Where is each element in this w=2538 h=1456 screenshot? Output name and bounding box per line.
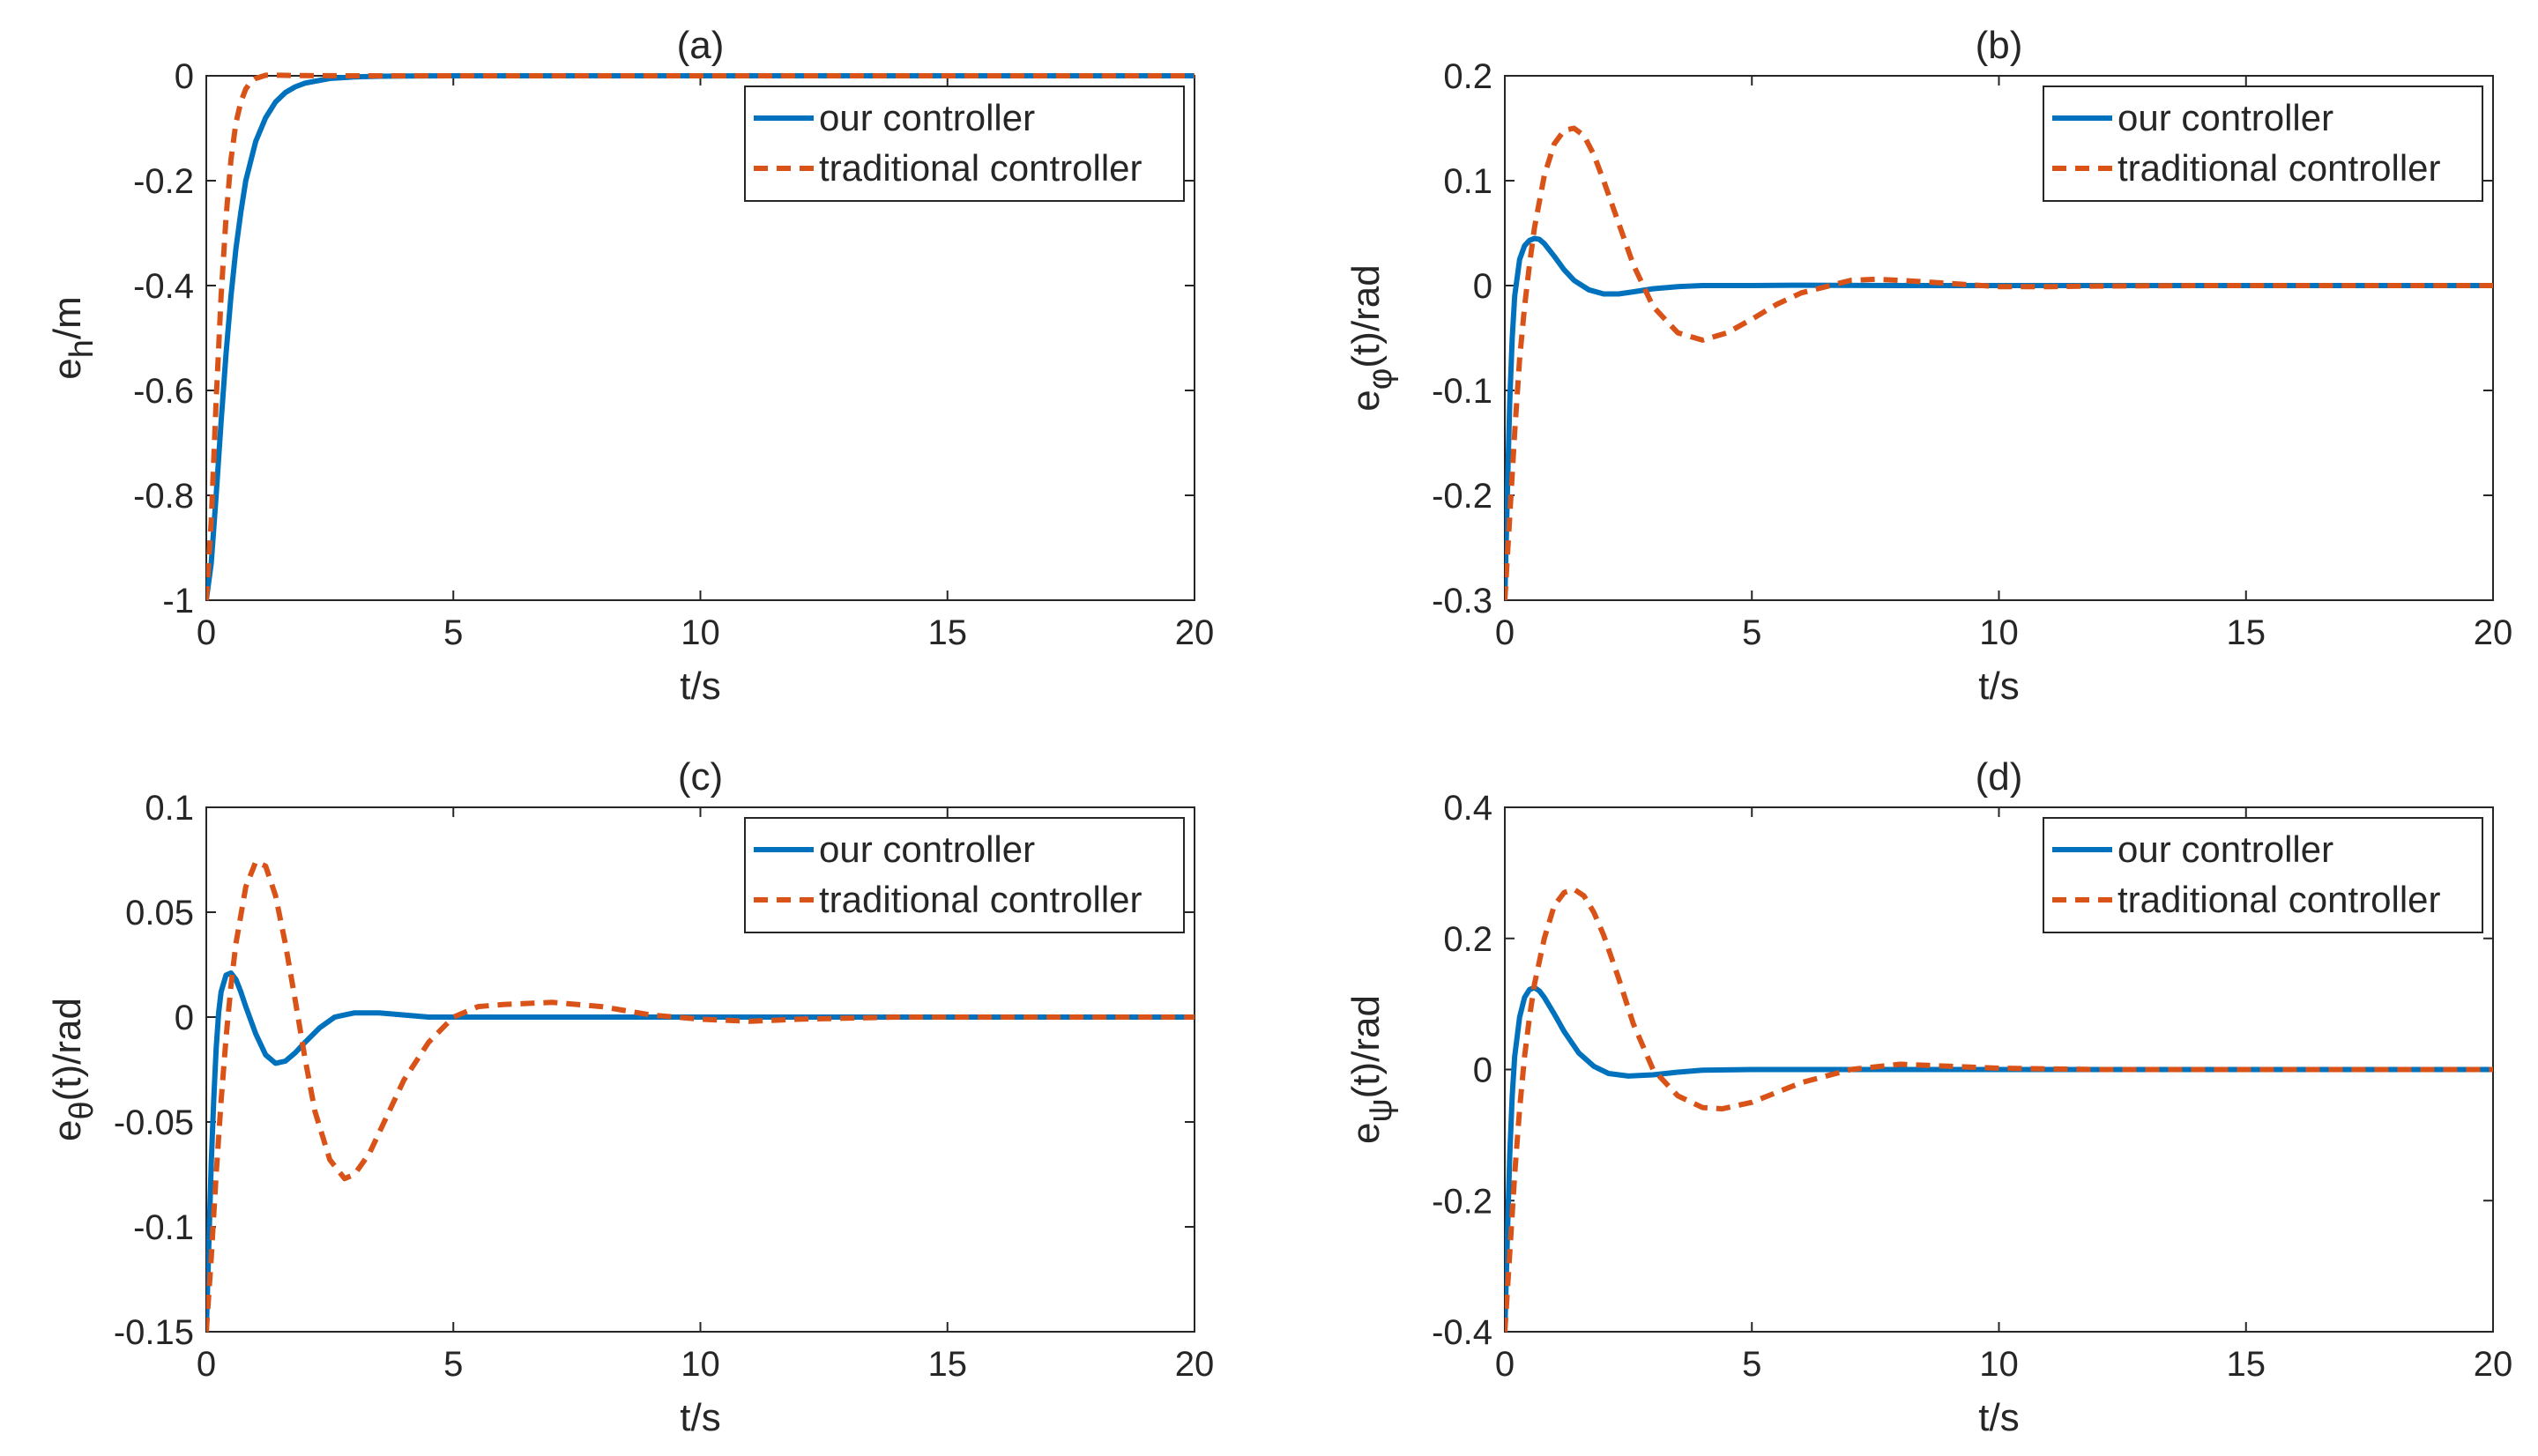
x-tick-label: 0 [1495, 613, 1515, 652]
y-axis-label-subscript: ψ [1362, 1098, 1399, 1122]
y-tick-label: -0.2 [1432, 477, 1492, 516]
x-tick-label: 15 [2227, 1345, 2266, 1384]
x-tick-label: 20 [1175, 1345, 1215, 1384]
y-tick-label: -0.1 [133, 1208, 194, 1247]
y-tick-label: -0.2 [133, 162, 194, 201]
x-axis-label: t/s [1978, 1396, 2019, 1439]
y-axis-label: eθ(t)/rad [46, 998, 100, 1141]
y-tick-label: 0.4 [1443, 789, 1492, 828]
chart-title-d: (d) [1976, 755, 2023, 799]
legend-box [2043, 817, 2483, 933]
y-tick-label: -0.4 [133, 267, 194, 306]
panel-c: 0 5 10 15 20 -0.15 -0.1 -0.05 0 0.05 0.1 (c) t/s eθ(t… [46, 755, 1214, 1439]
y-tick-label: 0 [1473, 267, 1492, 306]
x-tick-label: 20 [2474, 1345, 2513, 1384]
y-axis-label: eψ(t)/rad [1344, 995, 1399, 1144]
y-tick-label: -0.15 [114, 1313, 194, 1352]
y-axis-label: eφ(t)/rad [1344, 264, 1399, 411]
series-traditional-controller-c [206, 858, 1195, 1333]
legend-box [2043, 85, 2483, 202]
y-tick-label: 0 [175, 999, 194, 1037]
x-tick-label: 15 [2227, 613, 2266, 652]
legend-entry: our controller [819, 828, 1035, 870]
panel-d: 0 5 10 15 20 -0.4 -0.2 0 0.2 0.4 (d) t/s eψ(t)/rad ou… [1344, 755, 2512, 1439]
series-our-controller-d [1505, 984, 2493, 1333]
legend-entry: our controller [2117, 828, 2333, 870]
series-traditional-controller-a [206, 72, 1195, 601]
y-tick-label: 0.2 [1443, 920, 1492, 959]
y-axis-label-unit: (t)/rad [1344, 264, 1388, 368]
x-tick-label: 10 [1979, 613, 2019, 652]
x-axis-label: t/s [680, 1396, 720, 1439]
legend-box [744, 85, 1185, 202]
legend-entry: traditional controller [2117, 879, 2441, 920]
y-tick-label: 0 [1473, 1051, 1492, 1090]
y-tick-label: -0.8 [133, 477, 194, 516]
y-tick-label: -0.2 [1432, 1182, 1492, 1221]
y-axis-label-base: e [46, 358, 89, 379]
x-tick-label: 10 [1979, 1345, 2019, 1384]
y-tick-label: 0.2 [1443, 57, 1492, 96]
y-axis-label-unit: (t)/rad [46, 998, 89, 1101]
x-tick-label: 0 [1495, 1345, 1515, 1384]
panel-b: 0 5 10 15 20 -0.3 -0.2 -0.1 0 0.1 0.2 (b) t/s eφ(t)/r… [1344, 24, 2512, 708]
y-tick-label: -0.1 [1432, 372, 1492, 411]
x-tick-label: 5 [1742, 613, 1761, 652]
legend-entry: our controller [2117, 97, 2333, 138]
series-traditional-controller-b [1505, 125, 2493, 601]
x-tick-label: 5 [443, 1345, 463, 1384]
y-tick-label: -0.3 [1432, 582, 1492, 620]
y-axis-label-base: e [46, 1120, 89, 1141]
y-axis-label-unit: (t)/rad [1344, 995, 1388, 1098]
legend-entry: traditional controller [2117, 147, 2441, 189]
legend-d: our controller traditional controller [2043, 817, 2483, 933]
chart-title-b: (b) [1976, 24, 2023, 67]
x-axis-label: t/s [1978, 665, 2019, 708]
y-axis-label-base: e [1344, 390, 1388, 411]
x-tick-label: 15 [928, 1345, 968, 1384]
y-tick-label: -1 [162, 582, 194, 620]
legend-entry: our controller [819, 97, 1035, 138]
legend-box [744, 817, 1185, 933]
legend-b: our controller traditional controller [2043, 85, 2483, 202]
x-tick-label: 5 [443, 613, 463, 652]
y-axis-label-subscript: φ [1362, 368, 1399, 390]
y-tick-label: -0.4 [1432, 1313, 1492, 1352]
y-tick-label: -0.05 [114, 1103, 194, 1142]
chart-title-a: (a) [677, 24, 725, 67]
series-traditional-controller-d [1505, 887, 2493, 1333]
x-tick-label: 20 [1175, 613, 1215, 652]
x-tick-label: 5 [1742, 1345, 1761, 1384]
x-tick-label: 0 [197, 1345, 216, 1384]
y-axis-label-base: e [1344, 1122, 1388, 1143]
x-tick-label: 20 [2474, 613, 2513, 652]
x-tick-label: 0 [197, 613, 216, 652]
panel-a: 0 5 10 15 20 -1 -0.8 -0.6 -0.4 -0.2 0 (a) t/s eh/m our… [46, 24, 1214, 708]
series-our-controller-b [1505, 235, 2493, 601]
chart-title-c: (c) [678, 755, 723, 799]
y-tick-label: 0.1 [1443, 162, 1492, 201]
y-axis-label-subscript: θ [63, 1101, 100, 1119]
y-tick-label: 0.1 [145, 789, 194, 828]
y-tick-label: 0 [175, 57, 194, 96]
y-tick-label: 0.05 [125, 894, 194, 932]
y-axis-label: eh/m [46, 296, 100, 380]
x-tick-label: 10 [681, 613, 720, 652]
x-tick-label: 10 [681, 1345, 720, 1384]
legend-entry: traditional controller [819, 879, 1142, 920]
x-axis-label: t/s [680, 665, 720, 708]
legend-c: our controller traditional controller [744, 817, 1185, 933]
x-tick-label: 15 [928, 613, 968, 652]
legend-entry: traditional controller [819, 147, 1142, 189]
y-tick-label: -0.6 [133, 372, 194, 411]
series-our-controller-c [206, 970, 1195, 1333]
legend-a: our controller traditional controller [744, 85, 1185, 202]
y-axis-label-unit: /m [46, 296, 89, 339]
y-axis-label-subscript: h [63, 339, 100, 358]
